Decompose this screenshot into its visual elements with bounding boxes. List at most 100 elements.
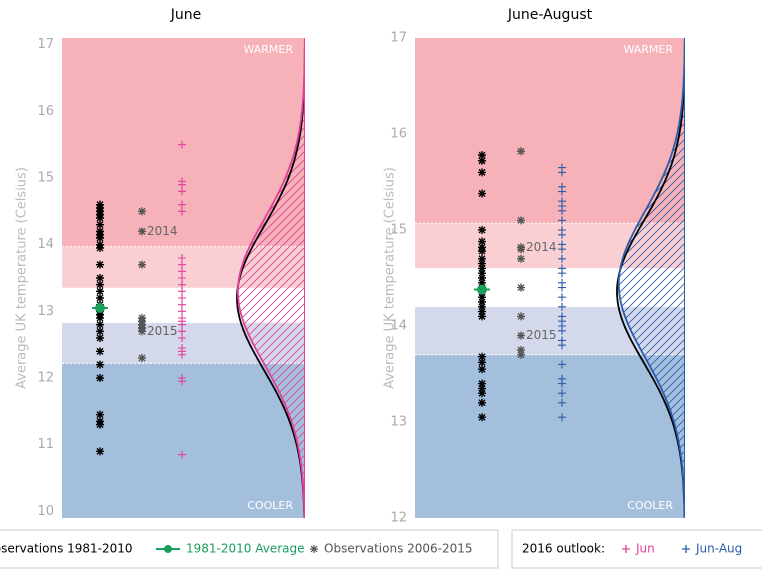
outlook-marker <box>178 350 186 359</box>
band-label: WARMER <box>243 43 293 56</box>
observation-marker <box>517 312 525 321</box>
observation-marker <box>96 334 104 342</box>
observation-marker <box>96 360 104 369</box>
observation-marker <box>478 379 486 388</box>
outlook-marker <box>558 379 566 388</box>
band-label: COOLER <box>627 499 673 512</box>
outlook-marker <box>178 327 186 336</box>
y-axis-label: Average UK temperature (Celsius) <box>383 167 398 389</box>
y-axis-label: Average UK temperature (Celsius) <box>15 167 30 389</box>
forecast-curve <box>237 38 305 518</box>
observation-marker <box>478 358 486 367</box>
observation-marker <box>478 398 486 407</box>
panel <box>415 38 685 518</box>
band-label: WARMER <box>623 43 673 56</box>
observation-marker <box>517 245 525 254</box>
observation-marker <box>517 254 525 263</box>
point-label: 2014 <box>147 224 178 238</box>
legend-label: 1981-2010 Average <box>186 542 305 556</box>
observation-marker <box>96 280 104 289</box>
observation-marker <box>478 247 486 256</box>
band <box>62 363 305 518</box>
observation-marker <box>517 216 525 225</box>
legend-label: Jun <box>635 542 655 556</box>
average-marker <box>95 303 105 313</box>
observation-marker <box>478 254 486 263</box>
outlook-marker <box>558 187 566 196</box>
y-tick-label: 14 <box>390 319 407 334</box>
point-label: 2015 <box>147 324 178 338</box>
observation-marker <box>478 226 486 234</box>
outlook-marker <box>558 206 566 215</box>
outlook-marker <box>558 293 566 302</box>
observation-marker <box>96 260 104 269</box>
y-tick-label: 15 <box>37 171 54 186</box>
legend-label: Observations 2006-2015 <box>324 542 473 556</box>
outlook-marker <box>558 283 566 292</box>
observation-marker <box>478 168 486 177</box>
observation-marker <box>478 156 486 165</box>
observation-marker <box>517 331 525 340</box>
observation-marker <box>138 207 146 216</box>
observation-marker <box>96 314 104 322</box>
forecast-area <box>618 38 685 518</box>
legend-title: 2016 outlook: <box>522 542 605 556</box>
observation-marker <box>478 307 486 316</box>
observation-marker <box>478 298 486 306</box>
observation-marker <box>478 413 486 422</box>
observation-marker <box>478 269 486 278</box>
y-tick-label: 14 <box>37 237 54 252</box>
y-tick-label: 17 <box>37 37 54 52</box>
outlook-marker <box>558 254 566 263</box>
chart-title: June <box>170 7 202 23</box>
observation-marker <box>96 287 104 296</box>
y-tick-label: 17 <box>390 31 407 46</box>
outlook-marker <box>558 326 566 335</box>
legend: Observations 1981-2010 1981-2010 Average… <box>0 529 762 569</box>
observation-marker <box>96 244 104 252</box>
outlook-marker <box>178 207 186 216</box>
observation-marker <box>96 274 104 282</box>
observation-marker <box>96 234 104 242</box>
legend-swatch <box>622 545 630 553</box>
y-tick-label: 12 <box>37 371 54 386</box>
observation-marker <box>96 220 104 229</box>
outlook-marker <box>178 287 186 296</box>
observation-marker <box>478 151 486 160</box>
outlook-marker <box>558 341 566 350</box>
y-tick-label: 15 <box>390 223 407 238</box>
observation-marker <box>517 350 525 359</box>
observation-marker <box>96 327 104 336</box>
observation-marker <box>96 347 104 356</box>
outlook-marker <box>558 230 566 239</box>
observation-marker <box>96 420 104 429</box>
legend-label: Jun-Aug <box>695 542 742 556</box>
observation-marker <box>478 274 486 282</box>
observation-marker <box>478 352 486 361</box>
observation-marker <box>138 324 146 332</box>
outlook-marker <box>558 389 566 398</box>
outlook-marker <box>558 302 566 311</box>
y-tick-label: 13 <box>37 304 54 319</box>
observation-marker <box>96 320 104 329</box>
point-label: 2014 <box>526 240 557 254</box>
outlook-marker <box>178 307 186 316</box>
observation-marker <box>478 384 486 393</box>
observation-marker <box>478 264 486 273</box>
legend-swatch <box>682 545 690 553</box>
observation-marker <box>478 237 486 246</box>
observation-marker <box>138 227 146 236</box>
legend-box <box>0 529 499 569</box>
observation-marker <box>478 189 486 198</box>
observation-marker <box>138 260 146 269</box>
y-tick-label: 13 <box>390 415 407 430</box>
observation-marker <box>478 365 486 374</box>
outlook-marker <box>178 267 186 276</box>
observation-marker <box>478 389 486 398</box>
outlook-marker <box>558 245 566 254</box>
outlook-marker <box>178 334 186 342</box>
outlook-marker <box>178 140 186 149</box>
legend-swatch <box>164 545 172 553</box>
observation-marker <box>478 259 486 268</box>
observation-marker <box>478 312 486 321</box>
